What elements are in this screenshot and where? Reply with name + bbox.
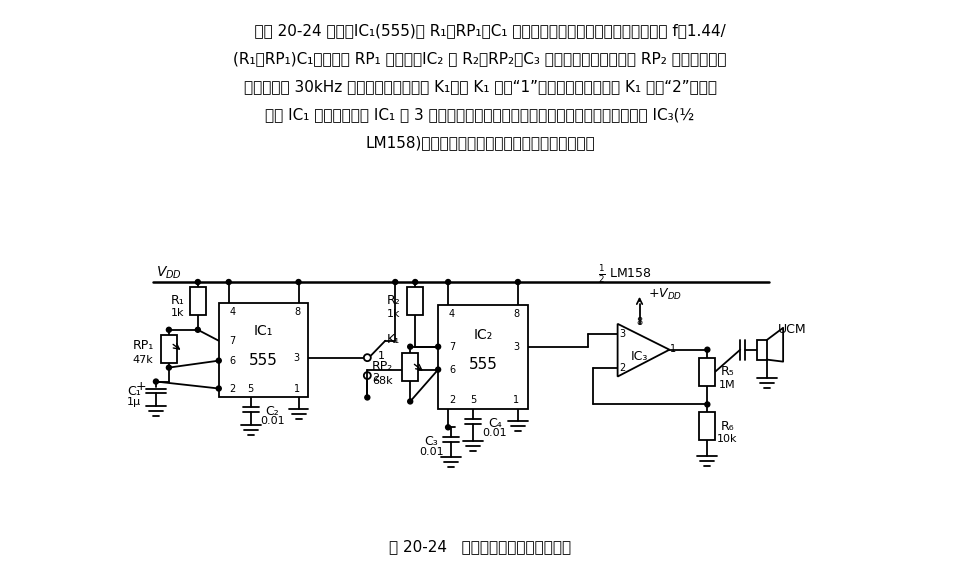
Text: 8: 8 [636,317,642,327]
Text: 1M: 1M [719,379,735,390]
Circle shape [436,344,441,349]
Text: 4: 4 [449,309,455,319]
Text: RP₂: RP₂ [372,360,393,373]
Bar [700,413,715,440]
Text: 1μ: 1μ [127,398,141,407]
Circle shape [445,280,450,285]
Text: 7: 7 [449,342,455,352]
Text: R₁: R₁ [171,295,184,308]
Circle shape [154,379,158,384]
Circle shape [195,280,201,285]
Circle shape [216,358,221,363]
Text: IC₃: IC₃ [631,350,648,363]
Bar [190,287,205,315]
Text: 波频段，如 30kHz 左右，它受控于开关 K₁，若 K₁ 拨至“1”，则为连续振荡，若 K₁ 拨至“2”，则受: 波频段，如 30kHz 左右，它受控于开关 K₁，若 K₁ 拨至“1”，则为连续… [244,79,716,94]
Circle shape [227,280,231,285]
Text: IC₂: IC₂ [473,328,492,342]
Bar [438,305,528,409]
Text: 1: 1 [513,395,519,406]
Text: LM158)放大后，驱动压电陶瓷喇叭发送出超声波。: LM158)放大后，驱动压电陶瓷喇叭发送出超声波。 [365,135,595,150]
Text: 0.01: 0.01 [260,417,285,426]
Circle shape [436,367,441,372]
Text: C₁: C₁ [127,385,141,398]
Text: 0.01: 0.01 [483,428,507,438]
Circle shape [516,280,520,285]
Text: 3: 3 [513,342,519,352]
Text: $V_{DD}$: $V_{DD}$ [156,265,181,281]
Bar [402,352,419,380]
Text: 4: 4 [229,307,236,317]
Text: 555: 555 [250,353,278,368]
Polygon shape [617,324,669,376]
Text: 6: 6 [229,356,236,366]
Text: 1: 1 [378,351,385,360]
Text: 1: 1 [294,383,300,394]
Text: 3: 3 [619,329,626,339]
Text: 47k: 47k [132,355,154,364]
Text: 2: 2 [619,363,626,372]
Circle shape [166,365,172,370]
Text: 8: 8 [295,307,300,317]
Text: $\frac{1}{2}$ LM158: $\frac{1}{2}$ LM158 [598,263,652,285]
Text: 2: 2 [449,395,455,406]
Text: K₁: K₁ [387,333,399,346]
Text: 5: 5 [248,383,253,394]
Bar [700,358,715,386]
Text: C₄: C₄ [488,417,502,430]
Text: R₅: R₅ [720,365,734,378]
Text: C₃: C₃ [424,435,438,448]
Circle shape [296,280,301,285]
Circle shape [445,425,450,430]
Text: 8: 8 [514,309,520,319]
Circle shape [408,399,413,404]
Text: 2: 2 [229,383,236,394]
Circle shape [705,347,709,352]
Circle shape [393,280,397,285]
Text: 6: 6 [449,364,455,375]
Text: R₆: R₆ [720,420,734,433]
Text: 如图 20-24 所示，IC₁(555)和 R₁、RP₁、C₁ 等组成无稳态多谐振荡器，振荡频率为 f＝1.44/: 如图 20-24 所示，IC₁(555)和 R₁、RP₁、C₁ 等组成无稳态多谐… [234,23,726,38]
Text: 68k: 68k [372,375,393,386]
Text: 2: 2 [372,372,379,383]
Circle shape [166,327,172,332]
Text: 10k: 10k [717,434,737,444]
Text: 1k: 1k [387,309,400,319]
Circle shape [408,344,413,349]
Text: 555: 555 [468,357,497,372]
Text: 5: 5 [469,395,476,406]
Text: 1k: 1k [171,308,184,318]
Circle shape [413,280,418,285]
Bar [757,340,767,360]
Text: IC₁: IC₁ [254,324,274,338]
Text: 1: 1 [670,344,677,354]
Text: 3: 3 [294,352,300,363]
Bar [407,287,423,315]
Text: C₂: C₂ [266,405,279,418]
Bar [161,335,177,363]
Circle shape [365,395,370,400]
Text: +: + [135,380,146,393]
Text: 控于 IC₁ 的脉冲波，在 IC₁ 的 3 脚呈高电位时振荡，低电位时因无电压源停振。经功放 IC₃(½: 控于 IC₁ 的脉冲波，在 IC₁ 的 3 脚呈高电位时振荡，低电位时因无电压源… [265,107,695,122]
Text: (R₁＋RP₁)C₁，可通过 RP₁ 来调节。IC₂ 和 R₂、RP₂、C₃ 组成高频振荡器，调节 RP₂ 使振荡在超声: (R₁＋RP₁)C₁，可通过 RP₁ 来调节。IC₂ 和 R₂、RP₂、C₃ 组… [233,51,727,66]
Text: 0.01: 0.01 [419,447,444,457]
Circle shape [195,327,201,332]
Text: RP₁: RP₁ [132,339,154,352]
Text: 图 20-24   连续或间断发射的驱虫电路: 图 20-24 连续或间断发射的驱虫电路 [389,539,571,554]
Circle shape [216,386,221,391]
Text: R₂: R₂ [386,295,400,308]
Text: UCM: UCM [778,323,806,336]
Text: +$V_{DD}$: +$V_{DD}$ [647,286,682,301]
Bar [219,303,308,398]
Circle shape [705,402,709,407]
Text: 7: 7 [229,336,236,346]
